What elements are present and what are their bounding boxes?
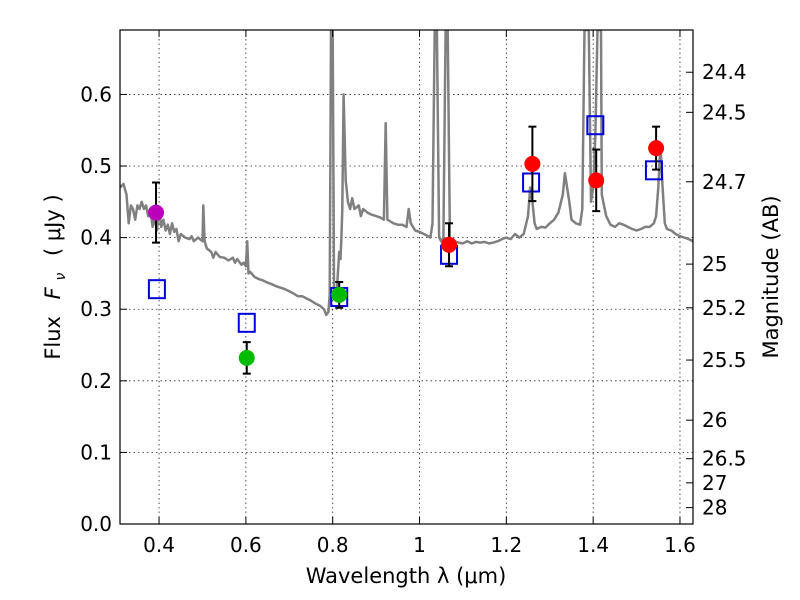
observed-photometry-point bbox=[148, 204, 165, 221]
y-axis-label-unit: ( μJy ) bbox=[41, 194, 65, 256]
y-tick-label: 0.0 bbox=[80, 512, 112, 536]
model-photometry-square bbox=[644, 160, 663, 181]
y-axis-label-text: Flux bbox=[41, 316, 65, 360]
model-photometry-square bbox=[586, 115, 605, 136]
magnitude-tick-label: 26.5 bbox=[702, 447, 747, 471]
magnitude-tick-label: 28 bbox=[702, 496, 727, 520]
observed-photometry-point bbox=[331, 286, 348, 303]
magnitude-tick-label: 24.7 bbox=[702, 170, 747, 194]
magnitude-tick-label: 24.4 bbox=[702, 60, 747, 84]
magnitude-tick-label: 25.2 bbox=[702, 296, 747, 320]
model-photometry-square bbox=[237, 312, 256, 333]
y-axis-label: Flux F ν ( μJy ) bbox=[41, 194, 70, 359]
data-marks bbox=[147, 115, 665, 375]
y-axis-label-subscript: ν bbox=[53, 273, 69, 281]
grid bbox=[120, 30, 693, 524]
y-tick-label: 0.2 bbox=[80, 369, 112, 393]
x-tick-label: 1 bbox=[413, 533, 426, 557]
magnitude-tick-label: 27 bbox=[702, 471, 727, 495]
x-tick-label: 0.8 bbox=[317, 533, 349, 557]
y-tick-label: 0.6 bbox=[80, 82, 112, 106]
right-axis-label: Magnitude (AB) bbox=[759, 195, 783, 358]
y-tick-label: 0.4 bbox=[80, 226, 112, 250]
observed-photometry-point bbox=[524, 155, 541, 172]
observed-photometry-point bbox=[238, 349, 255, 366]
axis-ticks: 0.4 0.6 0.8 1 1.2 1.4 1.6 0.0 0.1 0.2 0.3 0.4 0.5 0.6… bbox=[80, 30, 747, 557]
x-axis-label: Wavelength λ (μm) bbox=[306, 564, 507, 588]
magnitude-tick-label: 24.5 bbox=[702, 100, 747, 124]
magnitude-tick-label: 25 bbox=[702, 252, 727, 276]
x-tick-label: 0.4 bbox=[143, 533, 175, 557]
observed-photometry-point bbox=[588, 172, 605, 189]
x-tick-label: 1.2 bbox=[490, 533, 522, 557]
x-tick-label: 1.4 bbox=[577, 533, 609, 557]
magnitude-tick-label: 25.5 bbox=[702, 348, 747, 372]
observed-photometry-point bbox=[648, 140, 665, 157]
y-tick-label: 0.1 bbox=[80, 440, 112, 464]
x-tick-label: 1.6 bbox=[664, 533, 696, 557]
observed-photometry-point bbox=[441, 236, 458, 253]
y-axis-label-symbol: F bbox=[41, 286, 65, 299]
y-tick-label: 0.5 bbox=[80, 154, 112, 178]
magnitude-tick-label: 26 bbox=[702, 408, 727, 432]
model-photometry-square bbox=[147, 279, 166, 300]
plot-frame bbox=[119, 29, 694, 525]
y-tick-label: 0.3 bbox=[80, 297, 112, 321]
model-spectrum-line bbox=[120, 30, 693, 317]
model-photometry-square bbox=[522, 172, 541, 193]
x-tick-label: 0.6 bbox=[230, 533, 262, 557]
